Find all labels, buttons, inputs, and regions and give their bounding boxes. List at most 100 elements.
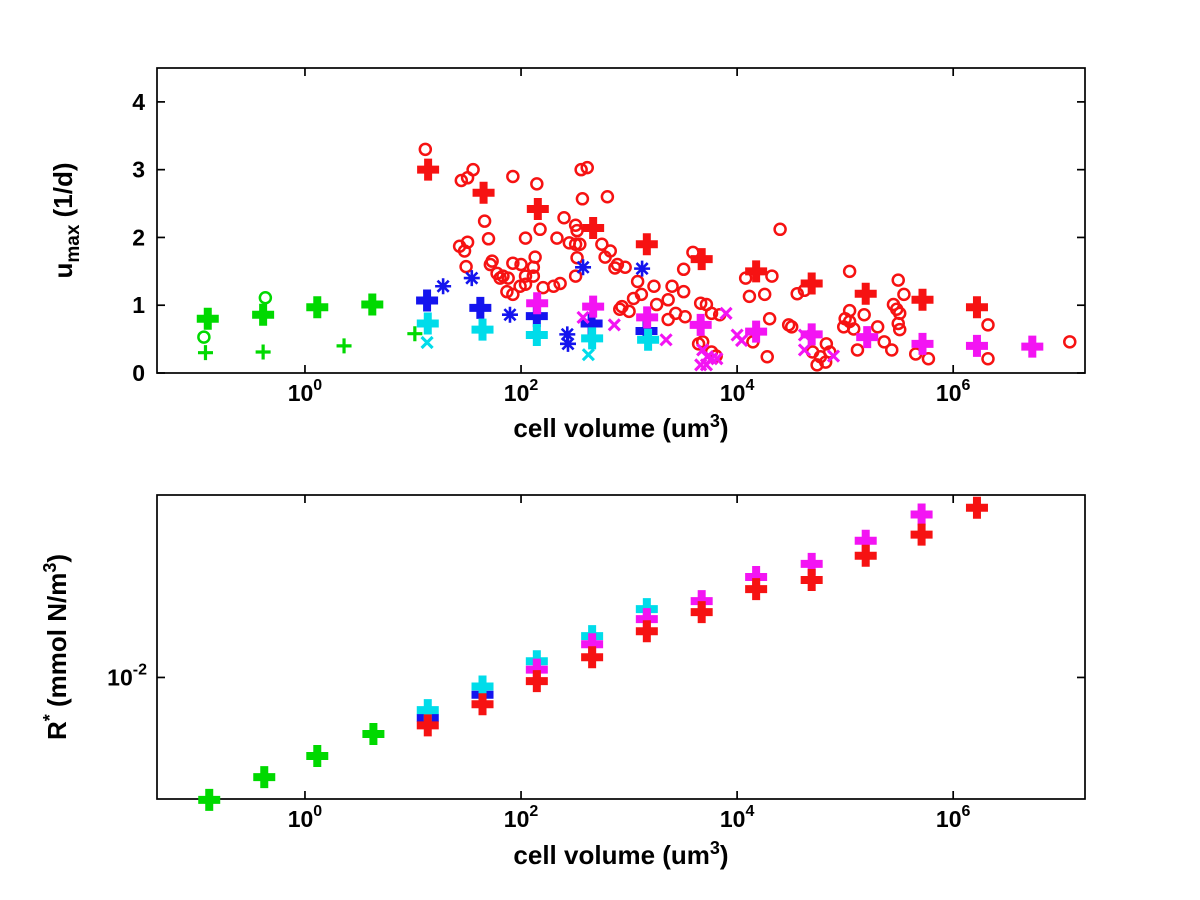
- magenta-thick-plus-point: [910, 503, 933, 526]
- rstar_vs_volume-markers: [198, 496, 988, 811]
- umax_vs_volume-series-blue-asterisks: [435, 259, 651, 352]
- red-open-circles-point: [600, 190, 615, 204]
- red-open-circles-point: [647, 279, 661, 293]
- y-tick-label: 4: [132, 89, 145, 115]
- red-open-circles-point: [846, 322, 861, 336]
- red-open-circles-point: [533, 222, 547, 237]
- cyan-x-point: [420, 335, 434, 350]
- red-thick-plus-point: [471, 693, 494, 716]
- red-open-circles-point: [514, 257, 528, 272]
- green-thick-plus-point: [306, 296, 329, 319]
- magenta-x-point: [797, 343, 812, 357]
- red-thick-plus-point: [690, 601, 713, 624]
- umax_vs_volume-series-green-thin-plus: [197, 326, 423, 361]
- x-tick-label: 106: [936, 803, 971, 832]
- cyan-thick-plus-point: [581, 327, 604, 350]
- magenta-x-point: [710, 352, 724, 366]
- red-open-circles-point: [665, 279, 679, 293]
- x-tick-label: 102: [504, 377, 539, 406]
- red-open-circles-point: [501, 271, 515, 285]
- magenta-thick-plus-point: [856, 326, 879, 349]
- red-open-circles-point: [857, 307, 871, 322]
- red-thick-plus-point: [581, 646, 604, 669]
- red-open-circles-point: [481, 232, 496, 246]
- magenta-x-point: [797, 328, 812, 342]
- red-open-circles-point: [870, 320, 885, 334]
- green-thin-plus-point: [197, 345, 213, 361]
- red-open-circles-point: [530, 177, 544, 191]
- red-open-circles-point: [762, 312, 777, 326]
- magenta-thick-plus-point: [690, 590, 713, 613]
- red-open-circles-point: [418, 142, 433, 157]
- red-open-circles-point: [528, 250, 542, 264]
- blue-asterisks-point: [435, 278, 452, 295]
- red-open-circles-point: [618, 260, 632, 275]
- red-open-circles-point: [693, 296, 708, 310]
- red-thick-plus-point: [854, 282, 877, 305]
- red-open-circles-point: [661, 312, 675, 327]
- red-thick-plus-point: [965, 296, 988, 319]
- red-open-circles-point: [506, 256, 520, 270]
- blue-asterisks-point: [559, 326, 576, 343]
- magenta-thick-plus-point: [745, 566, 768, 589]
- y-tick-label: 2: [132, 224, 145, 250]
- y-tick-label: 0: [132, 360, 145, 386]
- green-thin-plus-point: [407, 326, 423, 342]
- red-open-circles-point: [892, 322, 907, 337]
- blue-asterisks-point: [559, 335, 576, 352]
- green-thick-plus-point: [361, 293, 384, 316]
- umax_vs_volume-series-cyan-x: [420, 335, 595, 362]
- cyan-thick-plus-point: [416, 312, 439, 335]
- blue-asterisks-point: [575, 259, 592, 276]
- magenta-thick-plus-point: [1021, 335, 1044, 358]
- rstar_vs_volume-axes: 100 102 104 106 10-2: [107, 494, 1086, 832]
- magenta-thick-plus-point: [635, 608, 658, 631]
- green-thick-plus-point: [306, 745, 329, 768]
- red-open-circles-point: [595, 237, 609, 251]
- red-open-circles-point: [454, 173, 469, 188]
- green-thick-plus-point: [252, 303, 275, 326]
- magenta-thick-plus-point: [581, 633, 604, 656]
- magenta-thick-plus-point: [526, 292, 549, 315]
- red-open-circles-point: [598, 250, 612, 264]
- red-open-circles-point: [518, 277, 533, 291]
- red-open-circles-point: [691, 337, 706, 351]
- blue-thick-plus-point: [416, 289, 439, 312]
- red-open-circles-point: [550, 231, 564, 245]
- cyan-thick-plus-point: [637, 328, 660, 351]
- magenta-x-point: [734, 333, 749, 348]
- red-open-circles-point: [842, 264, 857, 279]
- umax_vs_volume-markers: [196, 142, 1077, 372]
- magenta-thick-plus-point: [636, 306, 659, 329]
- red-open-circles-point: [626, 291, 641, 306]
- y-tick-label: 10-2: [107, 661, 147, 690]
- red-open-circles-point: [568, 269, 583, 283]
- red-open-circles-point: [891, 273, 905, 287]
- red-open-circles-point: [921, 352, 936, 366]
- x-tick-label: 106: [936, 377, 971, 406]
- y-tick-label: 3: [132, 157, 145, 183]
- red-open-circles-point: [897, 287, 911, 302]
- magenta-thick-plus-point: [525, 658, 548, 681]
- red-open-circles-point: [573, 237, 587, 251]
- red-open-circles-point: [557, 211, 571, 225]
- red-open-circles-point: [457, 244, 472, 258]
- red-thick-plus-point: [800, 569, 823, 592]
- red-open-circles-point: [466, 162, 480, 177]
- cyan-thick-plus-point: [471, 675, 494, 698]
- umax_vs_volume-series-cyan-thick-plus: [416, 312, 660, 351]
- x-tick-label: 100: [288, 377, 323, 406]
- red-open-circles-point: [568, 218, 583, 232]
- red-open-circles-point: [757, 287, 772, 302]
- red-open-circles-point: [574, 162, 588, 177]
- red-open-circles-point: [773, 222, 787, 237]
- red-thick-plus-point: [965, 496, 988, 519]
- red-open-circles-point: [676, 284, 691, 299]
- red-open-circles-point: [981, 352, 995, 366]
- x-tick-label: 104: [720, 377, 755, 406]
- green-thick-plus-point: [198, 788, 221, 811]
- x-tick-label: 104: [720, 803, 755, 832]
- red-open-circles-point: [580, 160, 594, 175]
